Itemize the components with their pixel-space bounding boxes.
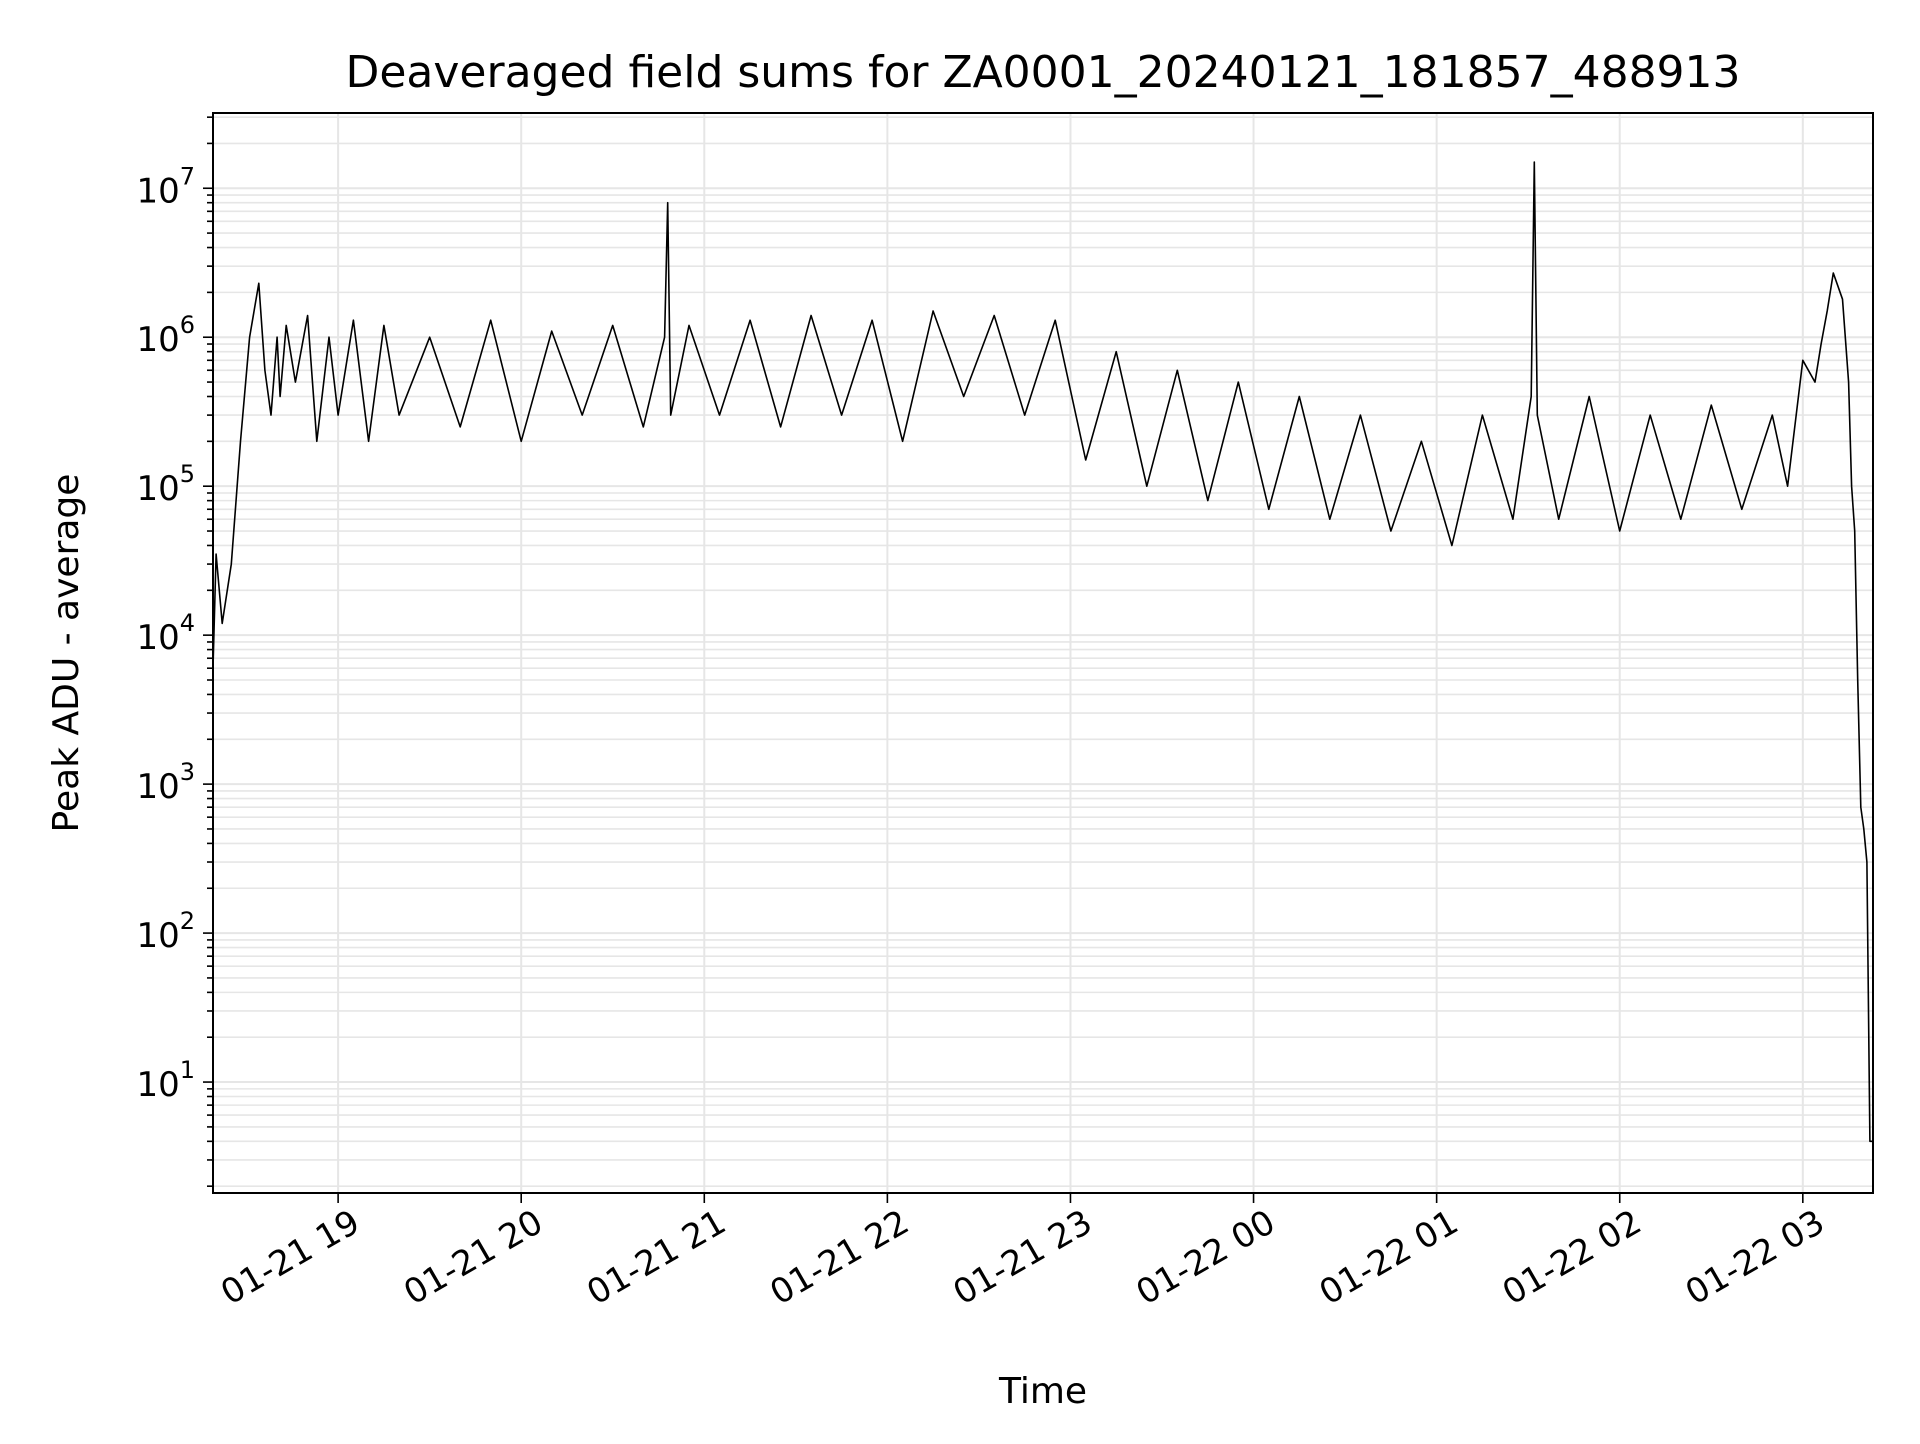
y-tick-label: 104 xyxy=(136,609,195,658)
y-tick-label: 107 xyxy=(136,162,195,211)
y-tick-label: 106 xyxy=(136,311,195,360)
y-axis-label: Peak ADU - average xyxy=(46,474,87,833)
y-tick-label: 103 xyxy=(136,758,195,807)
series-line xyxy=(212,161,1873,1143)
y-tick-label: 101 xyxy=(136,1056,195,1105)
y-tick-label: 102 xyxy=(136,907,195,956)
y-tick-label: 105 xyxy=(136,460,195,509)
series-layer xyxy=(212,161,1873,1143)
x-axis-label: Time xyxy=(998,1371,1087,1412)
chart-title: Deaveraged field sums for ZA0001_2024012… xyxy=(345,47,1740,98)
plot-frame xyxy=(212,112,1874,1194)
grid-layer xyxy=(213,113,1873,1193)
